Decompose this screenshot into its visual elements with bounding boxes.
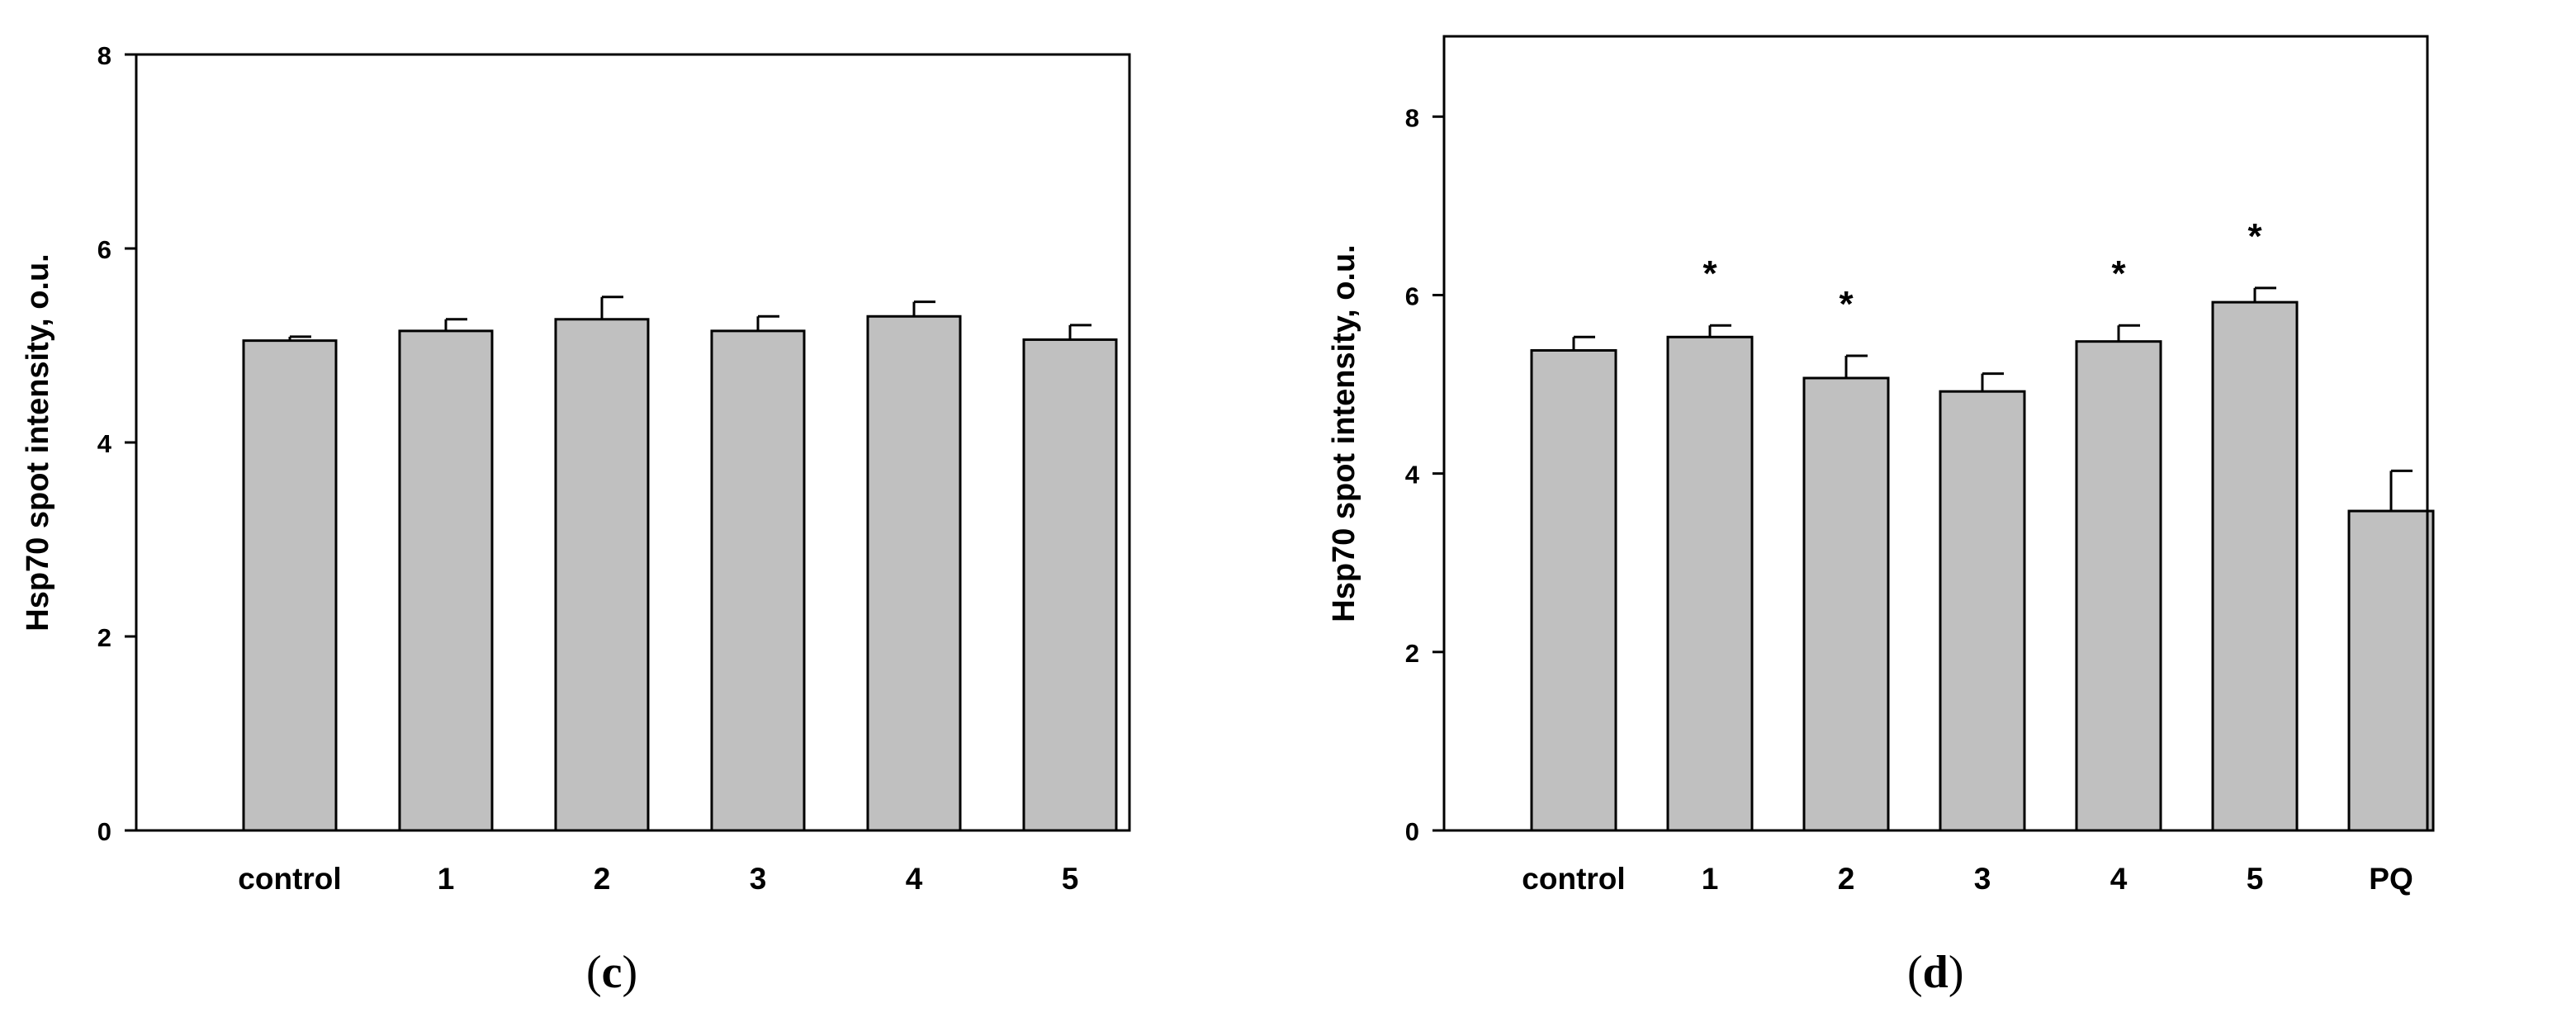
panel-label-open: (	[586, 947, 602, 998]
y-tick-label: 2	[1405, 639, 1419, 668]
y-tick-label: 6	[97, 235, 111, 264]
panel-label-close: )	[1948, 947, 1964, 998]
x-tick-label: 3	[1974, 862, 1991, 896]
x-tick-label: control	[1522, 862, 1625, 896]
significance-marker: *	[2111, 253, 2126, 294]
y-tick-label: 4	[97, 429, 112, 458]
y-tick-label: 2	[97, 623, 111, 652]
y-tick-label: 8	[1405, 103, 1419, 132]
x-tick-label: 3	[750, 862, 767, 896]
bar	[2075, 340, 2162, 832]
x-tick-label: 2	[1838, 862, 1855, 896]
bar	[1022, 338, 1118, 832]
bar	[710, 329, 806, 832]
panel-label-close: )	[622, 947, 638, 998]
plot-frame	[1442, 35, 2429, 832]
x-tick-label: 4	[906, 862, 923, 896]
x-tick-label: 4	[2110, 862, 2128, 896]
y-tick-label: 8	[97, 41, 111, 70]
y-axis-label: Hsp70 spot intensity, o.u.	[21, 253, 55, 631]
significance-marker: *	[1839, 284, 1854, 324]
panel-label-d: (d)	[1907, 946, 1963, 999]
panel-label-open: (	[1907, 947, 1923, 998]
bar	[2211, 300, 2299, 832]
x-tick-label: 1	[1702, 862, 1719, 896]
panel-label-c: (c)	[586, 946, 637, 999]
panel-label-letter: c	[601, 947, 623, 998]
y-tick-label: 6	[1405, 281, 1419, 310]
x-tick-label: 5	[1062, 862, 1079, 896]
bar	[1939, 390, 2026, 832]
bar	[1802, 376, 1890, 832]
bar	[1666, 335, 1754, 832]
x-tick-label: control	[238, 862, 341, 896]
x-tick-label: 2	[594, 862, 611, 896]
significance-marker: *	[1702, 253, 1717, 294]
y-axis-label: Hsp70 spot intensity, o.u.	[1327, 244, 1361, 622]
bar	[2347, 509, 2435, 832]
y-tick-label: 0	[97, 817, 111, 846]
x-tick-label: 1	[438, 862, 455, 896]
bar	[242, 339, 338, 832]
x-tick-label: 5	[2247, 862, 2264, 896]
bar	[1530, 348, 1617, 832]
significance-marker: *	[2247, 216, 2262, 257]
x-tick-label: PQ	[2369, 862, 2413, 896]
bar	[866, 315, 962, 832]
y-tick-label: 4	[1405, 461, 1420, 490]
panel-label-letter: d	[1922, 947, 1949, 998]
y-tick-label: 0	[1405, 817, 1419, 846]
